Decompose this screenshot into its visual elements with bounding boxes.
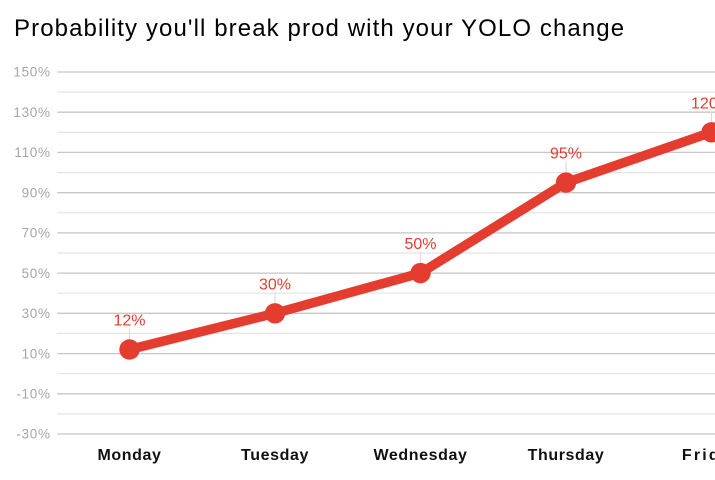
svg-text:Friday: Friday [682,447,715,464]
svg-text:120%: 120% [691,95,715,112]
svg-text:110%: 110% [14,145,50,160]
svg-text:12%: 12% [113,313,145,330]
svg-text:95%: 95% [550,146,582,163]
svg-text:130%: 130% [13,105,50,120]
svg-text:10%: 10% [22,346,51,361]
svg-text:-30%: -30% [16,427,50,442]
svg-text:50%: 50% [404,236,436,253]
svg-text:Wednesday: Wednesday [373,447,467,464]
svg-text:Tuesday: Tuesday [241,447,309,464]
svg-text:30%: 30% [22,306,51,321]
svg-text:-10%: -10% [16,387,50,402]
svg-text:70%: 70% [22,226,51,241]
svg-text:50%: 50% [22,266,51,281]
svg-text:90%: 90% [22,185,51,200]
svg-text:30%: 30% [259,276,291,293]
svg-text:150%: 150% [13,65,50,80]
svg-text:Monday: Monday [97,447,161,464]
svg-text:Thursday: Thursday [528,447,605,464]
